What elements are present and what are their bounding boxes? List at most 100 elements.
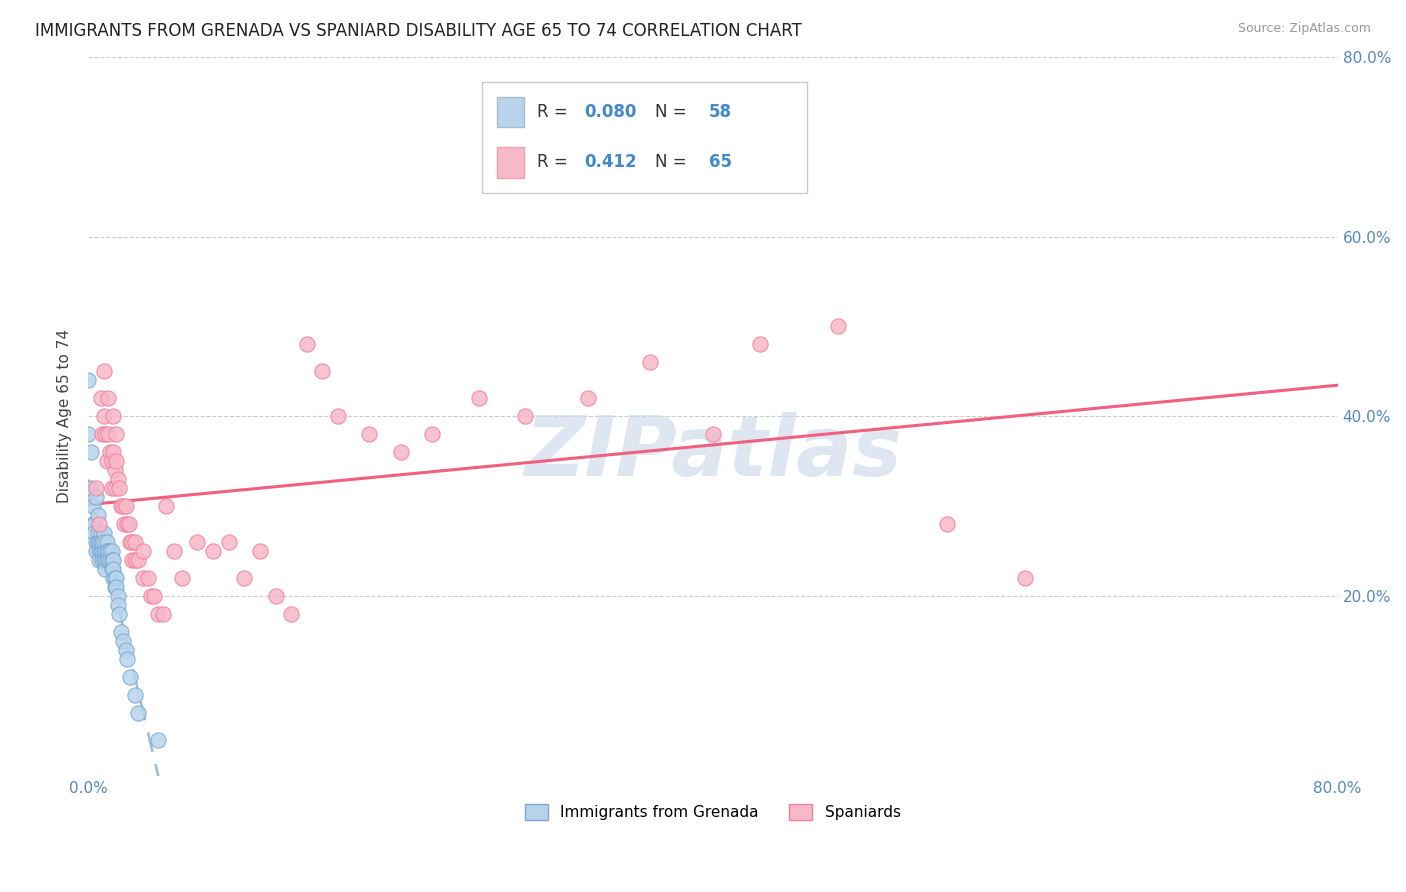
Point: [107, 599, 129, 613]
Point: [94, 553, 117, 567]
Point: [124, 553, 146, 567]
Point: [576, 392, 599, 406]
Point: [108, 607, 131, 622]
Point: [100, 562, 122, 576]
Point: [96, 553, 118, 567]
Point: [91, 544, 114, 558]
Point: [96, 544, 118, 558]
Point: [93, 409, 115, 424]
Point: [139, 589, 162, 603]
Point: [82, 517, 104, 532]
Point: [98, 445, 121, 459]
Point: [110, 625, 132, 640]
Point: [93, 364, 115, 378]
Point: [101, 553, 124, 567]
Text: ZIPatlas: ZIPatlas: [524, 412, 901, 493]
Point: [100, 553, 122, 567]
Text: 65: 65: [709, 153, 733, 171]
Bar: [496, 147, 524, 178]
Text: IMMIGRANTS FROM GRENADA VS SPANIARD DISABILITY AGE 65 TO 74 CORRELATION CHART: IMMIGRANTS FROM GRENADA VS SPANIARD DISA…: [35, 22, 801, 40]
Point: [105, 454, 128, 468]
Point: [80, 445, 103, 459]
Point: [127, 553, 149, 567]
Point: [105, 571, 128, 585]
Point: [111, 634, 134, 648]
Point: [264, 589, 287, 603]
Point: [120, 535, 142, 549]
Point: [132, 571, 155, 585]
Y-axis label: Disability Age 65 to 74: Disability Age 65 to 74: [58, 329, 72, 503]
Point: [121, 535, 143, 549]
Point: [389, 445, 412, 459]
Point: [249, 544, 271, 558]
Point: [326, 409, 349, 424]
Point: [87, 544, 110, 558]
Text: 58: 58: [709, 103, 733, 121]
Text: N =: N =: [655, 153, 692, 171]
Point: [112, 517, 135, 532]
Point: [420, 427, 443, 442]
Point: [94, 562, 117, 576]
Legend: Immigrants from Grenada, Spaniards: Immigrants from Grenada, Spaniards: [519, 797, 907, 826]
Point: [84, 482, 107, 496]
Point: [97, 392, 120, 406]
Point: [115, 652, 138, 666]
Point: [136, 571, 159, 585]
Point: [118, 517, 141, 532]
Point: [152, 607, 174, 622]
Point: [83, 517, 105, 532]
Point: [84, 535, 107, 549]
Point: [98, 553, 121, 567]
Point: [93, 535, 115, 549]
Point: [90, 526, 112, 541]
Point: [101, 562, 124, 576]
Point: [104, 580, 127, 594]
Point: [91, 553, 114, 567]
Point: [101, 409, 124, 424]
Point: [155, 500, 177, 514]
Point: [101, 571, 124, 585]
Point: [97, 427, 120, 442]
Point: [80, 482, 103, 496]
Point: [101, 445, 124, 459]
Point: [97, 553, 120, 567]
Point: [111, 500, 134, 514]
Point: [104, 463, 127, 477]
Point: [233, 571, 256, 585]
Point: [96, 454, 118, 468]
Point: [936, 517, 959, 532]
Point: [114, 500, 136, 514]
Point: [77, 374, 100, 388]
Point: [104, 571, 127, 585]
Text: Source: ZipAtlas.com: Source: ZipAtlas.com: [1237, 22, 1371, 36]
Point: [90, 535, 112, 549]
Point: [115, 517, 138, 532]
Point: [94, 544, 117, 558]
Point: [84, 491, 107, 505]
Point: [107, 472, 129, 486]
Point: [104, 482, 127, 496]
Point: [90, 544, 112, 558]
Point: [124, 535, 146, 549]
Point: [132, 544, 155, 558]
Text: R =: R =: [537, 153, 578, 171]
Point: [186, 535, 208, 549]
Point: [142, 589, 165, 603]
Text: 0.412: 0.412: [585, 153, 637, 171]
Point: [170, 571, 193, 585]
Point: [121, 553, 143, 567]
Point: [100, 454, 122, 468]
Text: 0.080: 0.080: [585, 103, 637, 121]
FancyBboxPatch shape: [482, 82, 807, 194]
Text: R =: R =: [537, 103, 572, 121]
Point: [91, 535, 114, 549]
Point: [311, 364, 333, 378]
Point: [359, 427, 381, 442]
Point: [108, 482, 131, 496]
Point: [91, 427, 114, 442]
Point: [107, 589, 129, 603]
Point: [97, 544, 120, 558]
Point: [82, 500, 104, 514]
Point: [87, 553, 110, 567]
Point: [148, 733, 170, 747]
